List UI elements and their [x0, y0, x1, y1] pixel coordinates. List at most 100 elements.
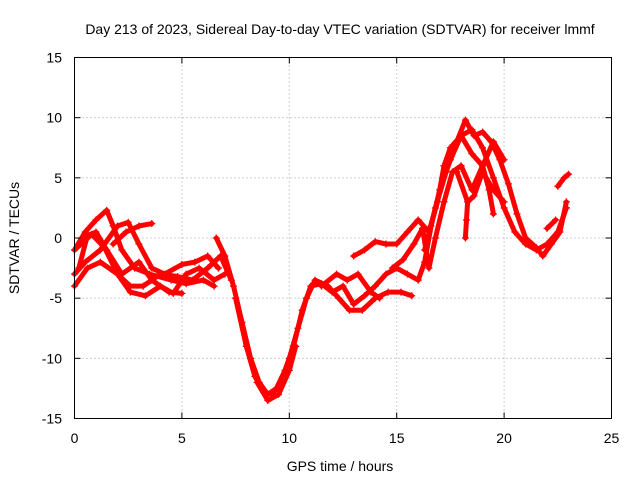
data-point — [382, 240, 390, 248]
data-point — [479, 162, 487, 170]
data-point — [251, 372, 259, 380]
data-point — [376, 294, 384, 302]
data-point — [453, 138, 461, 146]
series-line — [454, 169, 507, 205]
data-point — [543, 224, 551, 232]
x-tick-label: 0 — [71, 430, 79, 446]
grid-lines — [74, 57, 612, 419]
data-point — [232, 294, 240, 302]
data-point — [318, 282, 326, 290]
data-point — [343, 276, 351, 284]
data-point — [285, 366, 293, 374]
data-point — [354, 270, 362, 278]
data-point — [532, 244, 540, 252]
data-point — [311, 276, 319, 284]
y-tick-label: 10 — [46, 110, 62, 126]
data-point — [457, 162, 465, 170]
data-point — [148, 220, 156, 228]
data-point — [463, 216, 471, 224]
data-point — [214, 264, 222, 272]
y-tick-label: 15 — [46, 50, 62, 66]
data-point — [453, 168, 461, 176]
series-line — [233, 277, 415, 397]
data-point — [562, 198, 570, 206]
data-point — [156, 282, 164, 290]
data-point — [178, 289, 186, 297]
satellite-track-12 — [388, 138, 508, 272]
y-tick-label: 5 — [54, 170, 62, 186]
data-point — [461, 234, 469, 242]
satellite-track-9 — [253, 342, 300, 404]
data-point — [552, 216, 560, 224]
data-point — [210, 276, 218, 284]
data-point — [81, 228, 89, 236]
data-point — [418, 224, 426, 232]
x-tick-label: 5 — [178, 430, 186, 446]
data-point — [397, 288, 405, 296]
data-point — [253, 378, 261, 386]
data-point — [500, 198, 508, 206]
series-line — [319, 271, 382, 301]
data-point — [335, 294, 343, 302]
data-point — [221, 270, 229, 278]
data-point — [229, 282, 237, 290]
satellite-track-10 — [318, 270, 384, 302]
series-line — [72, 219, 221, 277]
data-point — [126, 288, 134, 296]
data-point — [442, 168, 450, 176]
data-point — [414, 216, 422, 224]
series-line — [72, 231, 228, 299]
data-point — [399, 256, 407, 264]
satellite-track-7 — [212, 126, 570, 398]
data-point — [345, 306, 353, 314]
data-point — [565, 170, 573, 178]
data-point — [431, 234, 439, 242]
data-point — [539, 252, 547, 260]
data-point — [489, 186, 497, 194]
data-point — [461, 116, 469, 124]
data-point — [384, 288, 392, 296]
data-point — [182, 280, 190, 288]
data-point — [500, 204, 508, 212]
data-point — [350, 252, 358, 260]
data-point — [101, 244, 109, 252]
data-point — [135, 240, 143, 248]
data-point — [83, 264, 91, 272]
data-point — [440, 198, 448, 206]
satellite-track-17 — [461, 198, 472, 242]
data-point — [195, 264, 203, 272]
data-point — [522, 234, 530, 242]
data-point — [382, 270, 390, 278]
axis-ticks: 0 5 10 15 20 25 -15 -10 -5 0 5 10 15 — [42, 50, 620, 447]
data-point — [554, 182, 562, 190]
data-point — [92, 228, 100, 236]
y-tick-label: 0 — [54, 230, 62, 246]
satellite-track-13 — [421, 116, 570, 260]
data-point — [109, 240, 117, 248]
x-axis-label: GPS time / hours — [287, 458, 394, 474]
data-point — [468, 150, 476, 158]
satellite-track-14 — [453, 168, 508, 206]
data-point — [122, 228, 130, 236]
data-point — [199, 276, 207, 284]
data-point — [479, 168, 487, 176]
data-point — [135, 258, 143, 266]
satellite-track-6 — [109, 220, 156, 248]
data-point — [410, 240, 418, 248]
data-point — [302, 294, 310, 302]
data-point — [479, 128, 487, 136]
data-point — [212, 234, 220, 242]
satellite-track-8 — [232, 276, 416, 398]
data-point — [292, 342, 300, 350]
data-point — [470, 132, 478, 140]
y-tick-label: -10 — [42, 350, 62, 366]
x-tick-label: 25 — [604, 430, 620, 446]
data-point — [118, 246, 126, 254]
data-point — [96, 246, 104, 254]
data-point — [522, 240, 530, 248]
data-point — [414, 276, 422, 284]
data-point — [135, 222, 143, 230]
data-point — [191, 258, 199, 266]
satellite-track-15 — [543, 216, 560, 232]
